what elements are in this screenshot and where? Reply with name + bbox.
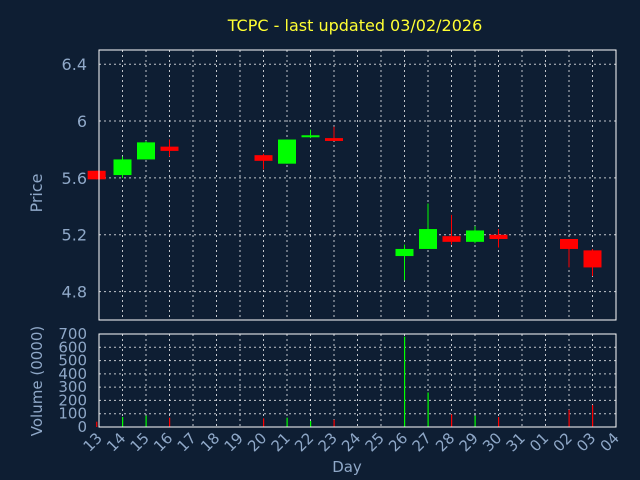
x-tick-label: 23 xyxy=(315,429,341,455)
x-tick-label: 04 xyxy=(597,429,623,455)
candle-body xyxy=(325,138,343,141)
volume-bar xyxy=(568,409,570,427)
volume-bar xyxy=(145,415,147,427)
candle xyxy=(254,153,273,170)
x-tick-label: 22 xyxy=(291,429,317,455)
x-tick-label: 25 xyxy=(362,429,388,455)
x-axis-label: Day xyxy=(332,458,362,476)
x-tick-label: 16 xyxy=(150,429,176,455)
x-tick-label: 14 xyxy=(103,429,129,455)
candle xyxy=(278,139,296,164)
candle xyxy=(489,229,508,248)
x-tick-label: 01 xyxy=(526,429,552,455)
volume-y-tick-label: 500 xyxy=(58,352,87,370)
volume-y-tick-label: 300 xyxy=(58,378,87,396)
candle-body xyxy=(560,239,578,249)
candle-body xyxy=(419,229,437,249)
x-tick-label: 27 xyxy=(409,429,435,455)
x-tick-label: 20 xyxy=(244,429,270,455)
volume-bar xyxy=(263,418,265,427)
candle xyxy=(560,239,578,268)
volume-bar xyxy=(310,421,312,427)
volume-grid xyxy=(99,333,617,428)
x-tick-label: 31 xyxy=(503,429,529,455)
x-tick-label: 02 xyxy=(550,429,576,455)
candle-body xyxy=(113,159,132,176)
candle-body xyxy=(395,248,414,257)
volume-bar xyxy=(592,405,594,427)
x-tick-label: 15 xyxy=(127,429,153,455)
x-tick-label: 19 xyxy=(221,429,247,455)
x-tick-label: 03 xyxy=(573,429,599,455)
candle-body xyxy=(160,146,179,151)
volume-bar xyxy=(427,392,429,427)
chart-title: TCPC - last updated 03/02/2026 xyxy=(227,16,483,35)
candle xyxy=(583,248,602,276)
x-tick-label: 17 xyxy=(174,429,200,455)
candle-body xyxy=(254,155,273,161)
candle xyxy=(419,203,437,249)
volume-bars xyxy=(96,336,594,427)
candle xyxy=(442,214,461,245)
price-y-tick-label: 6 xyxy=(77,112,87,131)
volume-y-tick-label: 200 xyxy=(58,391,87,409)
volume-bar xyxy=(333,419,335,427)
x-tick-label: 21 xyxy=(268,429,294,455)
candle-body xyxy=(583,250,602,268)
volume-bar xyxy=(286,417,288,427)
price-y-axis-label: Price xyxy=(27,173,46,212)
x-tick-label: 30 xyxy=(479,429,505,455)
candle xyxy=(395,244,414,281)
x-tick-label: 18 xyxy=(197,429,223,455)
candle xyxy=(301,129,320,139)
price-y-tick-labels: 4.8 5.2 5.6 6 6.4 xyxy=(62,55,87,301)
price-y-tick-label: 5.6 xyxy=(62,169,87,188)
candle xyxy=(325,126,343,141)
x-tick-label: 26 xyxy=(385,429,411,455)
volume-frame xyxy=(98,333,617,428)
price-y-tick-label: 5.2 xyxy=(62,226,87,245)
candle-body xyxy=(137,142,155,160)
candlesticks xyxy=(87,126,602,281)
candle-body xyxy=(87,170,106,180)
volume-y-tick-label: 400 xyxy=(58,365,87,383)
candle xyxy=(137,140,155,160)
volume-bar xyxy=(474,415,476,427)
candle-body xyxy=(301,135,320,138)
candle-body xyxy=(489,234,508,239)
volume-y-tick-label: 700 xyxy=(58,325,87,343)
candle-body xyxy=(442,236,461,242)
volume-bar xyxy=(498,417,500,427)
price-y-tick-label: 6.4 xyxy=(62,55,87,74)
volume-y-tick-label: 100 xyxy=(58,405,87,423)
x-tick-label: 24 xyxy=(338,429,364,455)
price-y-tick-label: 4.8 xyxy=(62,283,87,302)
volume-bar xyxy=(122,417,124,427)
price-grid xyxy=(99,50,617,320)
volume-y-tick-label: 0 xyxy=(77,418,87,436)
volume-bar xyxy=(96,421,98,427)
candle-body xyxy=(466,230,484,242)
volume-bar xyxy=(169,417,171,427)
x-tick-label: 28 xyxy=(432,429,458,455)
volume-y-tick-label: 600 xyxy=(58,338,87,356)
volume-bar xyxy=(404,336,406,427)
volume-bar xyxy=(451,414,453,427)
candle xyxy=(160,139,179,157)
price-frame xyxy=(98,49,617,321)
candle-body xyxy=(278,139,296,164)
x-tick-labels: 1314151617181920212223242526272829303101… xyxy=(80,429,623,455)
candle xyxy=(113,156,132,178)
candle xyxy=(466,226,484,244)
volume-y-axis-label: Volume (0000) xyxy=(28,326,46,436)
candle xyxy=(87,170,106,180)
x-tick-label: 29 xyxy=(456,429,482,455)
price-panel: 4.8 5.2 5.6 6 6.4 Price xyxy=(27,49,617,321)
